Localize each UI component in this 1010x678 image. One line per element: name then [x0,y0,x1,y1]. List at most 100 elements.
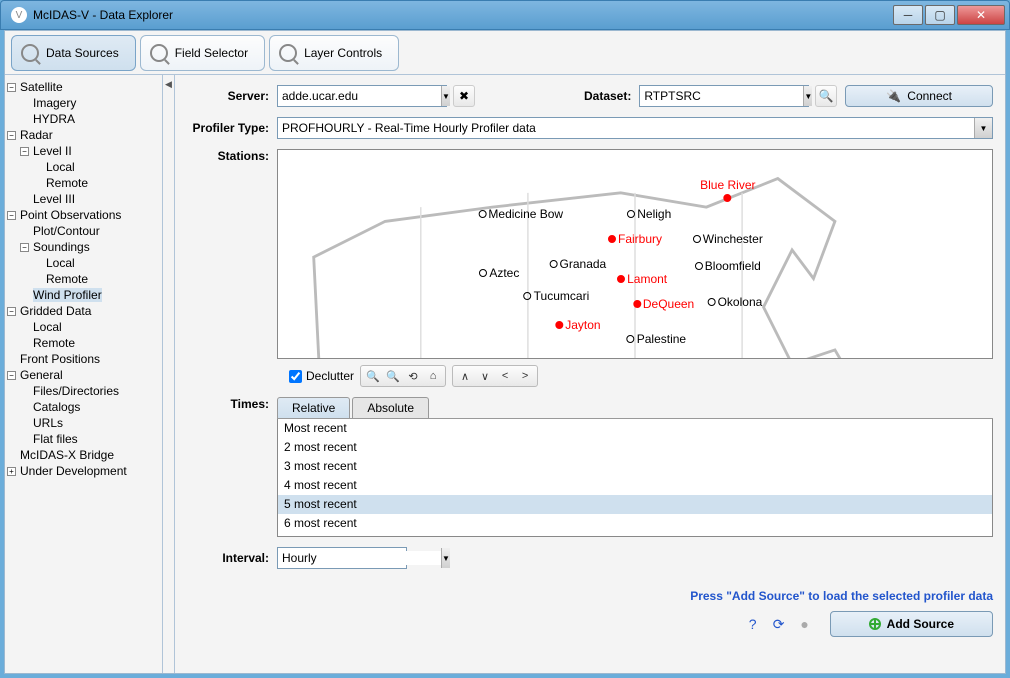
minimize-button[interactable]: ─ [893,5,923,25]
tree-item[interactable]: URLs [7,415,160,431]
plus-icon [869,618,881,630]
tree-item[interactable]: Wind Profiler [7,287,160,303]
pan-up-icon[interactable]: ∧ [457,368,473,384]
tree-item[interactable]: Front Positions [7,351,160,367]
splitter-handle[interactable]: ◀ [163,75,175,673]
server-input[interactable] [278,89,441,103]
station-map[interactable]: Blue River Medicine Bow Neligh Fairbury Winc… [277,149,993,359]
interval-input[interactable] [278,551,441,565]
tree-item[interactable]: −Radar [7,127,160,143]
add-source-label: Add Source [887,617,954,631]
station-marker[interactable]: Bloomfield [695,259,761,273]
home-icon[interactable]: ⌂ [425,368,441,384]
interval-combo[interactable]: ▼ [277,547,407,569]
station-marker[interactable]: Tucumcari [524,289,590,303]
times-list[interactable]: Most recent2 most recent3 most recent4 m… [277,419,993,537]
chevron-down-icon[interactable]: ▼ [441,548,450,568]
tree-item[interactable]: Files/Directories [7,383,160,399]
tree-item[interactable]: −General [7,367,160,383]
station-marker[interactable]: Palestine [627,332,686,346]
zoom-out-icon[interactable]: 🔍 [385,368,401,384]
tab-relative[interactable]: Relative [277,397,350,418]
declutter-label: Declutter [306,369,354,383]
tree-item[interactable]: McIDAS-X Bridge [7,447,160,463]
reset-icon[interactable]: ⟲ [405,368,421,384]
tree-item[interactable]: Remote [7,271,160,287]
station-marker[interactable]: Winchester [693,232,763,246]
station-marker[interactable]: Granada [550,257,607,271]
time-list-item[interactable]: 6 most recent [278,514,992,533]
tree-item[interactable]: Level III [7,191,160,207]
top-nav: Data Sources Field Selector Layer Contro… [5,31,1005,75]
tree-item[interactable]: Catalogs [7,399,160,415]
time-list-item[interactable]: 5 most recent [278,495,992,514]
station-marker[interactable]: Blue River [700,178,755,202]
tree-item[interactable]: Remote [7,175,160,191]
declutter-checkbox[interactable]: Declutter [289,369,354,383]
app-icon: V [11,7,27,23]
tree-item[interactable]: Plot/Contour [7,223,160,239]
search-icon: 🔍 [819,89,834,103]
manage-servers-button[interactable]: ✖ [453,85,475,107]
chevron-down-icon[interactable]: ▼ [803,86,812,106]
tree-item[interactable]: −Satellite [7,79,160,95]
profiler-type-combo[interactable]: ▼ [277,117,993,139]
tree-item[interactable]: −Soundings [7,239,160,255]
station-marker[interactable]: Neligh [627,207,671,221]
tree-item[interactable]: −Gridded Data [7,303,160,319]
tab-data-sources[interactable]: Data Sources [11,35,136,71]
dataset-label: Dataset: [569,89,639,103]
station-marker[interactable]: DeQueen [633,297,694,311]
search-icon [149,43,169,63]
connect-button[interactable]: 🔌 Connect [845,85,993,107]
tree-item[interactable]: Local [7,319,160,335]
chevron-down-icon[interactable]: ▼ [974,118,992,138]
station-marker[interactable]: Okolona [708,295,763,309]
station-marker[interactable]: Aztec [479,266,519,280]
zoom-in-icon[interactable]: 🔍 [365,368,381,384]
tree-item[interactable]: Local [7,159,160,175]
time-list-item[interactable]: 4 most recent [278,476,992,495]
station-marker[interactable]: Jayton [555,318,600,332]
source-tree[interactable]: −SatelliteImageryHYDRA−Radar−Level IILoc… [5,75,163,673]
tree-item[interactable]: HYDRA [7,111,160,127]
titlebar: V McIDAS-V - Data Explorer ─ ▢ ✕ [0,0,1010,30]
refresh-icon[interactable]: ⟳ [770,615,788,633]
tree-item[interactable]: Imagery [7,95,160,111]
station-marker[interactable]: Lamont [617,272,667,286]
dataset-combo[interactable]: ▼ [639,85,809,107]
declutter-input[interactable] [289,370,302,383]
interval-label: Interval: [187,551,277,565]
tab-layer-controls[interactable]: Layer Controls [269,35,399,71]
profiler-type-label: Profiler Type: [187,121,277,135]
pan-right-icon[interactable]: > [517,368,533,384]
profiler-type-input[interactable] [278,121,974,135]
time-list-item[interactable]: Most recent [278,419,992,438]
plug-icon: 🔌 [886,89,901,103]
station-marker[interactable]: Fairbury [608,232,662,246]
pan-left-icon[interactable]: < [497,368,513,384]
close-button[interactable]: ✕ [957,5,1005,25]
tree-item[interactable]: −Point Observations [7,207,160,223]
tree-item[interactable]: +Under Development [7,463,160,479]
maximize-button[interactable]: ▢ [925,5,955,25]
busy-icon: ● [796,615,814,633]
station-marker[interactable]: Medicine Bow [478,207,563,221]
tab-absolute[interactable]: Absolute [352,397,429,418]
tree-item[interactable]: −Level II [7,143,160,159]
server-label: Server: [187,89,277,103]
tab-field-selector[interactable]: Field Selector [140,35,265,71]
tree-item[interactable]: Local [7,255,160,271]
chevron-down-icon[interactable]: ▼ [441,86,450,106]
time-list-item[interactable]: 2 most recent [278,438,992,457]
server-combo[interactable]: ▼ [277,85,447,107]
pan-down-icon[interactable]: ∨ [477,368,493,384]
help-icon[interactable]: ? [744,615,762,633]
add-source-button[interactable]: Add Source [830,611,993,637]
time-list-item[interactable]: 3 most recent [278,457,992,476]
dataset-info-button[interactable]: 🔍 [815,85,837,107]
tree-item[interactable]: Remote [7,335,160,351]
tree-item[interactable]: Flat files [7,431,160,447]
stations-label: Stations: [187,149,277,163]
dataset-input[interactable] [640,89,803,103]
